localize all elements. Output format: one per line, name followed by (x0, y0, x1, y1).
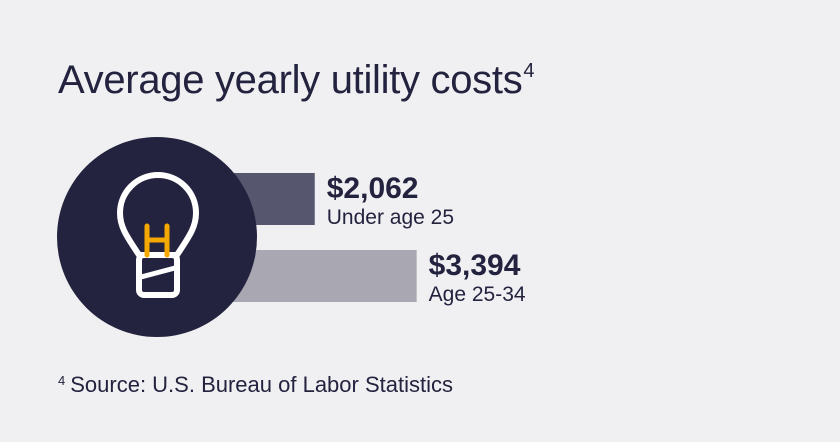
footnote-text: Source: U.S. Bureau of Labor Statistics (70, 372, 453, 397)
bar-category-label-0: Under age 25 (327, 206, 454, 229)
chart-title: Average yearly utility costs4 (58, 58, 535, 103)
title-footnote-marker: 4 (523, 60, 535, 82)
lightbulb-icon (117, 172, 199, 298)
bar-category-label-1: Age 25-34 (429, 283, 526, 306)
footnote: 4 Source: U.S. Bureau of Labor Statistics (58, 372, 453, 398)
chart-title-text: Average yearly utility costs (58, 58, 523, 102)
icon-circle (57, 137, 257, 337)
bulb-base (136, 252, 180, 298)
bar-value-label-0: $2,062 (327, 172, 419, 205)
filament (144, 223, 170, 258)
bulb-glass (117, 172, 199, 258)
bar-value-label-1: $3,394 (429, 249, 521, 282)
lightbulb-badge (57, 137, 257, 337)
footnote-marker: 4 (58, 373, 66, 388)
bulb-base-thread (138, 265, 178, 280)
